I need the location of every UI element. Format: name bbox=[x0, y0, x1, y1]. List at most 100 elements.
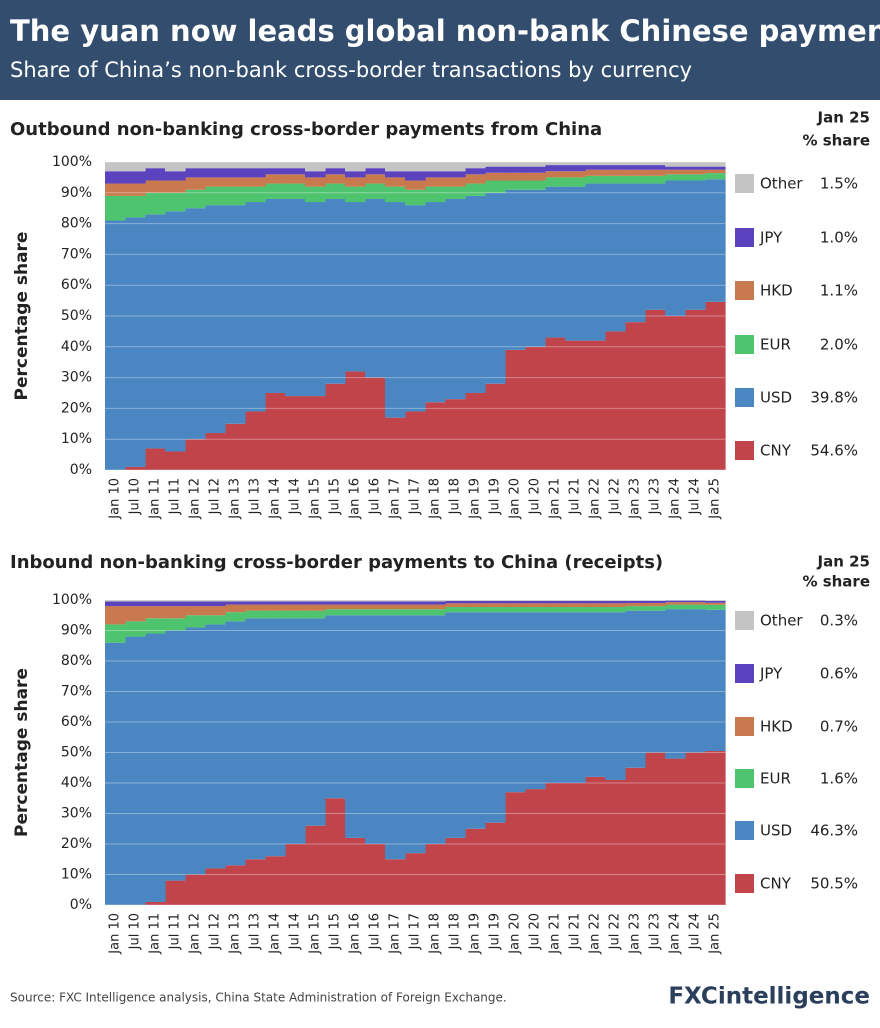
x-tick-label: Jan 15 bbox=[308, 913, 323, 955]
x-tick-label: Jul 21 bbox=[568, 913, 583, 950]
bar-segment bbox=[705, 600, 726, 601]
x-tick-label: Jan 17 bbox=[388, 913, 403, 955]
bar-segment bbox=[545, 337, 566, 470]
bar-segment bbox=[585, 607, 606, 613]
bar-segment bbox=[285, 162, 306, 169]
y-tick-label: 30% bbox=[61, 806, 92, 822]
bar-segment bbox=[225, 601, 246, 605]
bar-segment bbox=[505, 600, 526, 601]
bar-segment bbox=[165, 192, 186, 212]
x-tick-label: Jul 19 bbox=[488, 913, 503, 950]
bar-segment bbox=[545, 600, 566, 604]
legend-swatch bbox=[735, 611, 754, 630]
bar-segment bbox=[345, 601, 366, 605]
x-tick-label: Jan 22 bbox=[588, 913, 603, 955]
bar-segment bbox=[545, 165, 566, 172]
bar-segment bbox=[145, 633, 166, 902]
x-tick-label: Jul 19 bbox=[488, 478, 503, 515]
bar-segment bbox=[505, 172, 526, 181]
legend-swatch bbox=[735, 664, 754, 683]
bar-segment bbox=[365, 377, 386, 470]
bar-segment bbox=[525, 600, 546, 601]
x-tick-label: Jan 12 bbox=[188, 478, 203, 520]
bar-segment bbox=[525, 172, 546, 181]
bar-segment bbox=[425, 402, 446, 470]
legend-label: JPY bbox=[759, 665, 783, 683]
bar-segment bbox=[425, 615, 446, 844]
bar-segment bbox=[185, 627, 206, 875]
bar-segment bbox=[245, 177, 266, 187]
bar-segment bbox=[325, 183, 346, 199]
bar-segment bbox=[365, 844, 386, 905]
bar-segment bbox=[225, 600, 246, 602]
x-tick-label: Jan 10 bbox=[108, 478, 123, 520]
bar-segment bbox=[465, 600, 486, 601]
bar-segment bbox=[205, 168, 226, 178]
bar-segment bbox=[505, 349, 526, 470]
bar-segment bbox=[645, 162, 666, 166]
bar-segment bbox=[265, 393, 286, 470]
bar-segment bbox=[505, 792, 526, 905]
bar-segment bbox=[625, 165, 646, 170]
bar-segment bbox=[405, 180, 426, 190]
bar-segment bbox=[325, 168, 346, 175]
bar-segment bbox=[145, 448, 166, 470]
bar-segment bbox=[285, 174, 306, 184]
bar-segment bbox=[525, 600, 546, 604]
bar-segment bbox=[465, 828, 486, 905]
x-tick-label: Jul 23 bbox=[648, 913, 663, 950]
bar-segment bbox=[405, 162, 426, 172]
bar-segment bbox=[385, 202, 406, 418]
bar-segment bbox=[625, 606, 646, 611]
bar-segment bbox=[105, 601, 126, 607]
x-tick-label: Jan 21 bbox=[548, 478, 563, 520]
legend-label: USD bbox=[760, 822, 792, 840]
bar-segment bbox=[505, 166, 526, 173]
bar-segment bbox=[685, 600, 706, 603]
bar-segment bbox=[125, 183, 146, 196]
bar-segment bbox=[105, 195, 126, 221]
bar-segment bbox=[165, 451, 186, 470]
bar-segment bbox=[185, 601, 206, 607]
bar-segment bbox=[505, 180, 526, 190]
bar-segment bbox=[705, 173, 726, 180]
y-tick-label: 50% bbox=[61, 308, 92, 324]
bar-segment bbox=[245, 601, 266, 605]
legend-swatch bbox=[735, 174, 754, 193]
bar-segment bbox=[245, 618, 266, 860]
bar-segment bbox=[665, 602, 686, 605]
legend-swatch bbox=[735, 821, 754, 840]
bar-segment bbox=[205, 868, 226, 905]
bar-segment bbox=[625, 600, 646, 601]
bar-segment bbox=[665, 600, 686, 601]
bar-segment bbox=[565, 612, 586, 783]
bar-segment bbox=[645, 606, 666, 611]
bar-segment bbox=[305, 618, 326, 826]
bar-segment bbox=[305, 610, 326, 619]
bar-segment bbox=[405, 609, 426, 616]
bar-segment bbox=[145, 601, 166, 607]
y-tick-label: 70% bbox=[61, 684, 92, 700]
bar-segment bbox=[365, 174, 386, 184]
x-tick-label: Jul 18 bbox=[448, 913, 463, 950]
bar-segment bbox=[385, 859, 406, 905]
bar-segment bbox=[645, 752, 666, 905]
bar-segment bbox=[325, 198, 346, 384]
bar-segment bbox=[385, 601, 406, 605]
bar-segment bbox=[285, 604, 306, 611]
legend-label: Other bbox=[760, 175, 803, 193]
y-tick-label: 20% bbox=[61, 836, 92, 852]
legend-swatch bbox=[735, 388, 754, 407]
bar-segment bbox=[225, 205, 246, 424]
bar-segment bbox=[145, 606, 166, 619]
bar-segment bbox=[305, 825, 326, 905]
bar-segment bbox=[325, 600, 346, 602]
bar-segment bbox=[645, 175, 666, 184]
bar-segment bbox=[105, 600, 126, 602]
bar-segment bbox=[285, 600, 306, 602]
bar-segment bbox=[345, 600, 366, 602]
bar-segment bbox=[705, 604, 726, 610]
bar-segment bbox=[385, 604, 406, 610]
bar-segment bbox=[425, 604, 446, 610]
bar-segment bbox=[125, 162, 146, 172]
